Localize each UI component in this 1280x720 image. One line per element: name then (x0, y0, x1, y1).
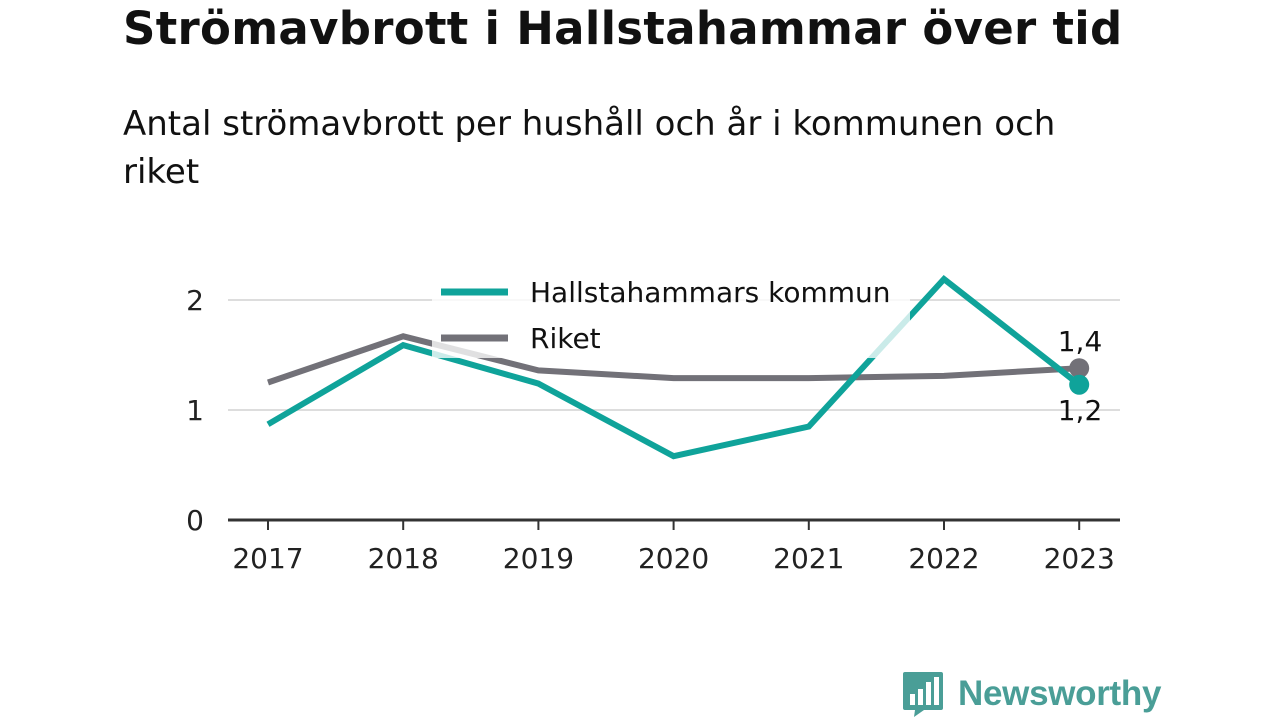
x-tick-label-2020: 2020 (638, 542, 709, 575)
legend-background (432, 270, 910, 358)
series-line-riket (267, 333, 1080, 386)
chart-title: Strömavbrott i Hallstahammar över tid (123, 2, 1123, 55)
x-tick-label-2022: 2022 (908, 542, 979, 575)
newsworthy-logo: Newsworthy (902, 670, 1161, 718)
series-line-kommun (266, 275, 1082, 460)
series-lines (266, 275, 1082, 460)
end-label-riket: 1,4 (1058, 325, 1103, 358)
legend: Hallstahammars kommun Riket (432, 270, 910, 358)
x-tick-label-2017: 2017 (232, 542, 303, 575)
y-tick-label-1: 1 (186, 394, 204, 427)
end-label-kommun: 1,2 (1058, 394, 1103, 427)
end-marker-riket (1069, 358, 1090, 379)
chart-subtitle: Antal strömavbrott per hushåll och år i … (123, 104, 1056, 192)
legend-label-kommun: Hallstahammars kommun (530, 276, 891, 309)
x-tick-label-2018: 2018 (368, 542, 439, 575)
y-tick-label-0: 0 (186, 504, 204, 537)
brand-name: Newsworthy (958, 674, 1162, 713)
x-tick-label-2021: 2021 (773, 542, 844, 575)
x-tick-label-2023: 2023 (1044, 542, 1115, 575)
y-tick-labels: 0 1 2 (186, 284, 204, 537)
newsworthy-logo-icon (903, 672, 943, 717)
end-marker-kommun (1069, 374, 1090, 395)
x-tick-label-2019: 2019 (503, 542, 574, 575)
y-tick-label-2: 2 (186, 284, 204, 317)
x-axis: 2017 2018 2019 2020 2021 2022 2023 (228, 518, 1120, 575)
legend-label-riket: Riket (530, 322, 601, 355)
end-markers (1069, 358, 1090, 395)
